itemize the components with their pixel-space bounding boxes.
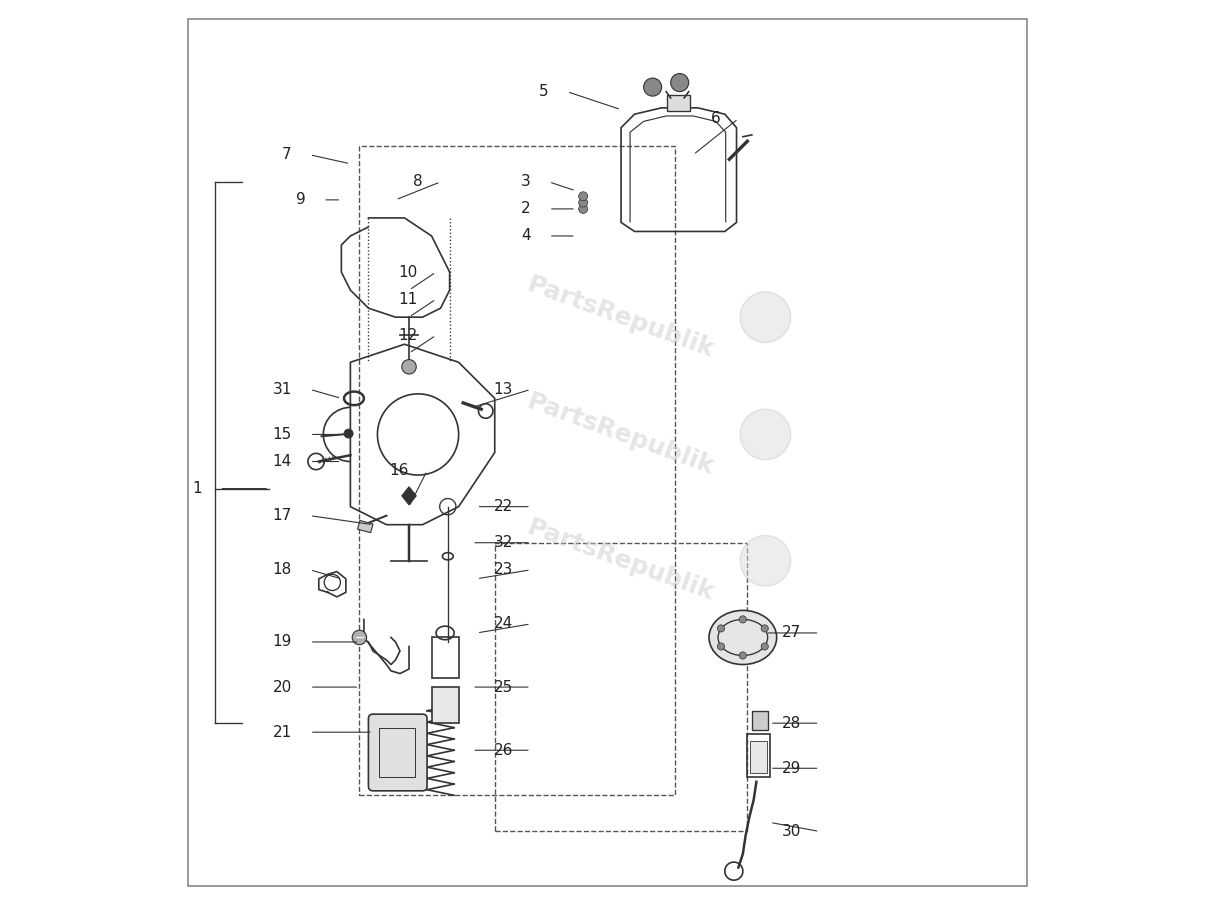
Circle shape [579, 205, 587, 214]
Text: 24: 24 [493, 616, 513, 632]
Text: 12: 12 [399, 328, 418, 343]
FancyBboxPatch shape [368, 714, 427, 791]
Circle shape [579, 192, 587, 201]
Text: 22: 22 [493, 500, 513, 514]
Text: 20: 20 [273, 680, 292, 694]
Polygon shape [402, 487, 416, 505]
Circle shape [739, 615, 747, 623]
Text: 14: 14 [273, 454, 292, 469]
Text: 31: 31 [273, 382, 292, 397]
Text: 23: 23 [493, 562, 513, 577]
Circle shape [352, 630, 367, 644]
Text: 29: 29 [783, 761, 802, 776]
Text: 26: 26 [493, 743, 513, 757]
Text: 18: 18 [273, 562, 292, 577]
Circle shape [579, 198, 587, 207]
Text: 17: 17 [273, 508, 292, 523]
Bar [432, 687, 458, 723]
Text: 21: 21 [273, 725, 292, 739]
Bar [358, 520, 373, 533]
Circle shape [344, 429, 353, 438]
Circle shape [718, 624, 725, 632]
Bar [667, 95, 690, 111]
Text: PartsRepublik: PartsRepublik [525, 272, 718, 362]
Text: 19: 19 [273, 634, 292, 650]
Circle shape [740, 409, 791, 460]
Circle shape [761, 624, 768, 632]
Text: 8: 8 [412, 175, 422, 189]
Ellipse shape [709, 610, 777, 664]
Text: 25: 25 [493, 680, 513, 694]
Circle shape [718, 643, 725, 650]
Text: 13: 13 [493, 382, 513, 397]
Text: 6: 6 [710, 111, 720, 126]
Text: PartsRepublik: PartsRepublik [525, 389, 718, 480]
Text: 3: 3 [521, 175, 531, 189]
Circle shape [644, 78, 662, 96]
Text: 28: 28 [783, 716, 802, 730]
Text: 1: 1 [192, 481, 201, 496]
Bar [494, 543, 748, 832]
Circle shape [740, 536, 791, 586]
Text: 27: 27 [783, 625, 802, 641]
Text: 30: 30 [783, 824, 802, 839]
Circle shape [739, 652, 747, 659]
Text: 16: 16 [390, 463, 409, 478]
Text: 10: 10 [399, 264, 418, 280]
Bar [748, 734, 769, 777]
Text: 4: 4 [521, 228, 531, 243]
Text: 5: 5 [539, 84, 549, 100]
Circle shape [671, 73, 689, 91]
Circle shape [402, 359, 416, 374]
Text: 11: 11 [399, 291, 418, 307]
Text: 9: 9 [295, 193, 305, 207]
Bar [379, 728, 415, 777]
Text: 2: 2 [521, 202, 531, 216]
Circle shape [740, 292, 791, 342]
Text: 32: 32 [493, 535, 513, 550]
Circle shape [761, 643, 768, 650]
Text: 15: 15 [273, 427, 292, 442]
Text: 7: 7 [282, 148, 292, 162]
Bar [432, 637, 458, 678]
Bar [359, 146, 675, 795]
Text: PartsRepublik: PartsRepublik [525, 516, 718, 605]
Bar [750, 741, 767, 773]
Bar [751, 710, 768, 730]
